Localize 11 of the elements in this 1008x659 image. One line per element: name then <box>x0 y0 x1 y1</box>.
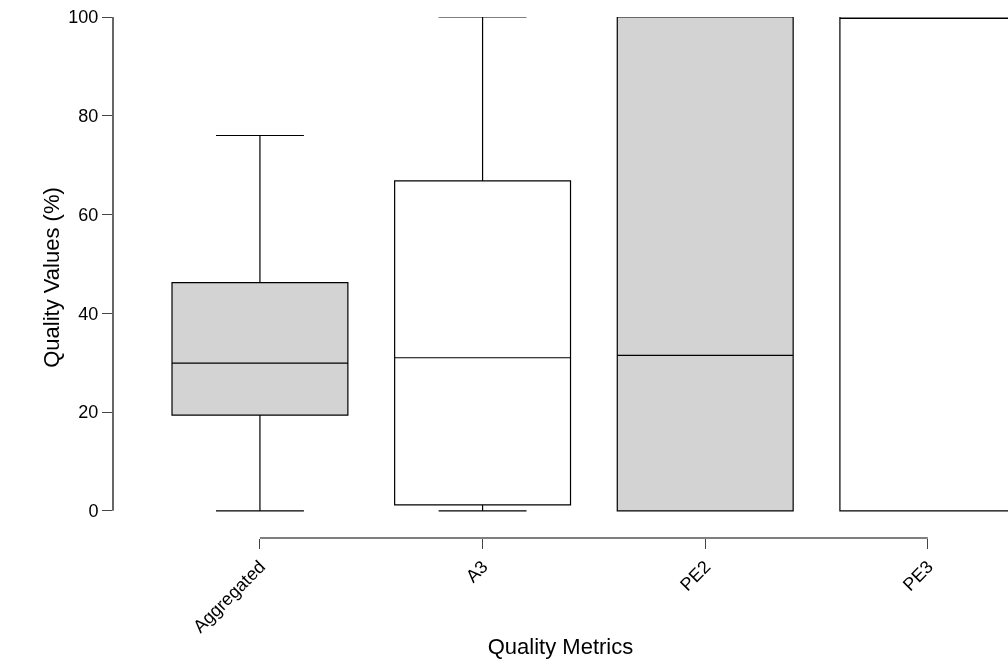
y-tick-label: 40 <box>78 303 99 324</box>
y-tick-label: 20 <box>78 402 99 423</box>
y-tick-label: 0 <box>88 501 99 522</box>
x-tick-label: A3 <box>462 556 492 587</box>
x-tick-label: PE2 <box>676 556 715 595</box>
y-tick-label: 80 <box>78 106 99 127</box>
y-tick-label: 60 <box>78 204 99 225</box>
y-tick-label: 100 <box>68 7 99 28</box>
y-axis-title: Quality Values (%) <box>39 187 64 368</box>
x-tick-label: PE3 <box>898 556 938 595</box>
x-axis-title: Quality Metrics <box>487 634 634 659</box>
